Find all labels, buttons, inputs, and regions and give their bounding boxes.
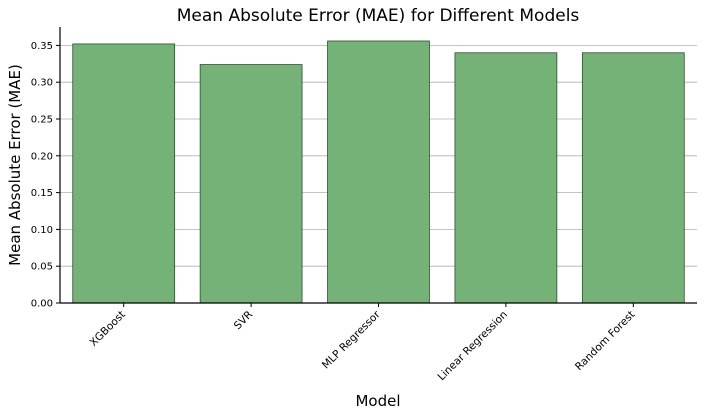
bar-random-forest <box>581 52 685 304</box>
y-tick-label: 0.25 <box>31 115 53 126</box>
x-tick-label: Linear Regression <box>435 309 510 384</box>
x-tick-label: XGBoost <box>88 309 128 349</box>
chart-title: Mean Absolute Error (MAE) for Different … <box>177 6 580 26</box>
y-tick-label: 0.00 <box>31 299 53 310</box>
y-tick-label: 0.10 <box>31 225 53 236</box>
y-tick-label: 0.30 <box>31 78 53 89</box>
bar-xgboost <box>72 43 176 304</box>
y-tick-label: 0.20 <box>31 151 53 162</box>
bar-svr <box>199 64 303 304</box>
bar-mlp-regressor <box>327 40 430 304</box>
y-tick-label: 0.05 <box>31 262 53 273</box>
x-ticks: XGBoost SVR MLP Regressor Linear Regression… <box>88 303 637 384</box>
x-tick-label: MLP Regressor <box>320 308 383 371</box>
x-tick-label: SVR <box>232 309 255 332</box>
x-tick-label: Random Forest <box>573 309 637 373</box>
y-ticks: 0.00 0.05 0.10 0.15 0.20 0.25 0.30 0.35 <box>31 41 60 310</box>
x-axis-title: Model <box>355 392 400 410</box>
y-axis-title: Mean Absolute Error (MAE) <box>6 64 24 266</box>
y-tick-label: 0.15 <box>31 188 53 199</box>
y-tick-label: 0.35 <box>31 41 53 52</box>
bar-linear-regression <box>454 52 558 304</box>
bars <box>72 40 685 304</box>
